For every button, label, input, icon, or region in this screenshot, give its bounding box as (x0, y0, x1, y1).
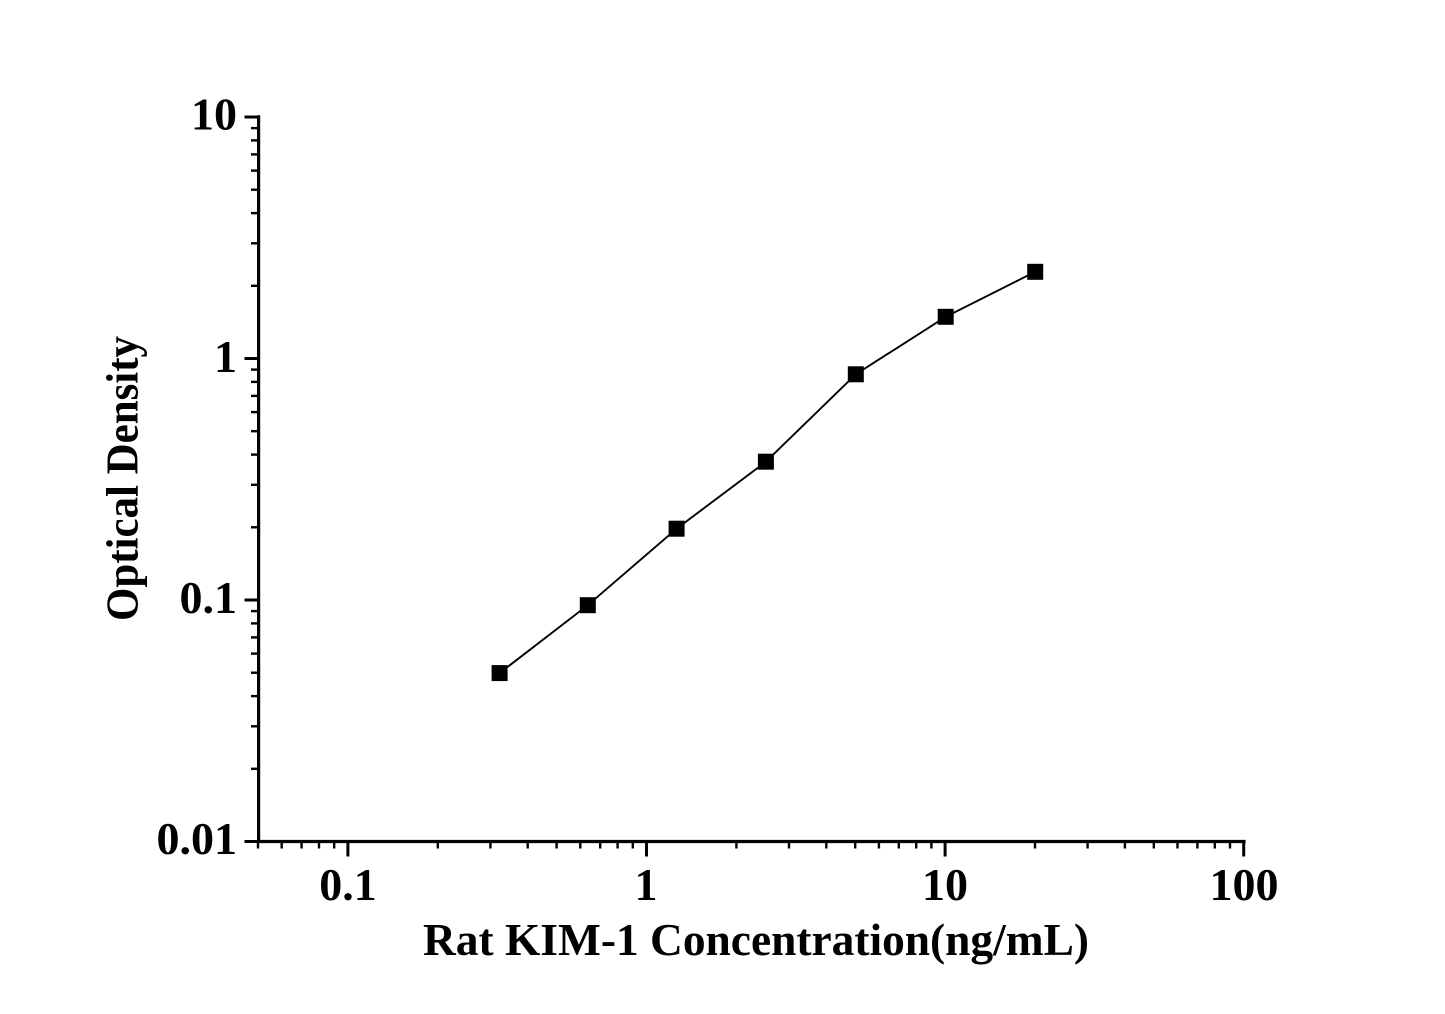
svg-text:1: 1 (635, 859, 658, 910)
svg-text:1: 1 (214, 331, 237, 382)
svg-text:0.1: 0.1 (319, 859, 377, 910)
svg-text:Rat KIM-1 Concentration(ng/mL): Rat KIM-1 Concentration(ng/mL) (423, 914, 1089, 965)
svg-text:100: 100 (1210, 859, 1279, 910)
svg-text:0.01: 0.01 (157, 813, 238, 864)
svg-text:10: 10 (922, 859, 968, 910)
svg-text:Optical Density: Optical Density (97, 336, 148, 621)
svg-text:10: 10 (191, 89, 237, 140)
svg-text:0.1: 0.1 (180, 572, 238, 623)
